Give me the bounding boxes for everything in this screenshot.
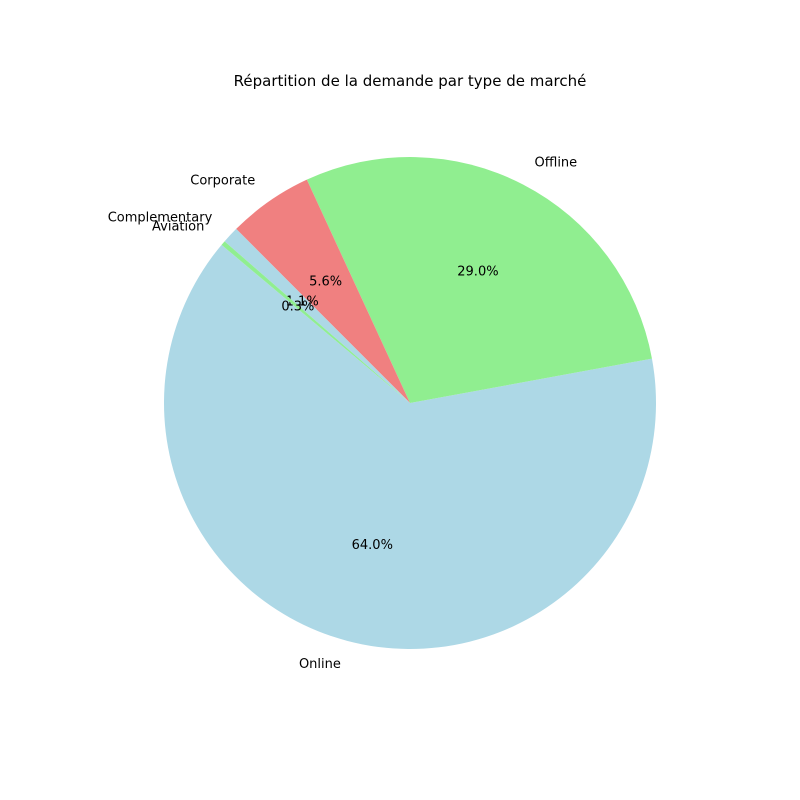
percent-label-corporate: 5.6%	[309, 274, 342, 289]
category-label-complementary: Complementary	[108, 211, 213, 226]
pie-slice-complementary	[224, 228, 410, 403]
category-label-corporate: Corporate	[190, 174, 255, 189]
pie-slice-offline	[306, 157, 652, 403]
percent-label-online: 64.0%	[352, 538, 393, 553]
category-label-offline: Offline	[535, 155, 578, 170]
percent-label-offline: 29.0%	[457, 264, 498, 279]
percent-label-complementary: 1.1%	[286, 295, 319, 310]
percent-label-aviation: 0.3%	[281, 300, 314, 315]
pie-slice-corporate	[236, 179, 410, 403]
category-label-aviation: Aviation	[152, 220, 204, 235]
pie-slice-online	[164, 244, 656, 649]
chart-title: Répartition de la demande par type de ma…	[233, 72, 587, 90]
pie-slice-aviation	[221, 241, 410, 403]
category-label-online: Online	[299, 657, 341, 672]
